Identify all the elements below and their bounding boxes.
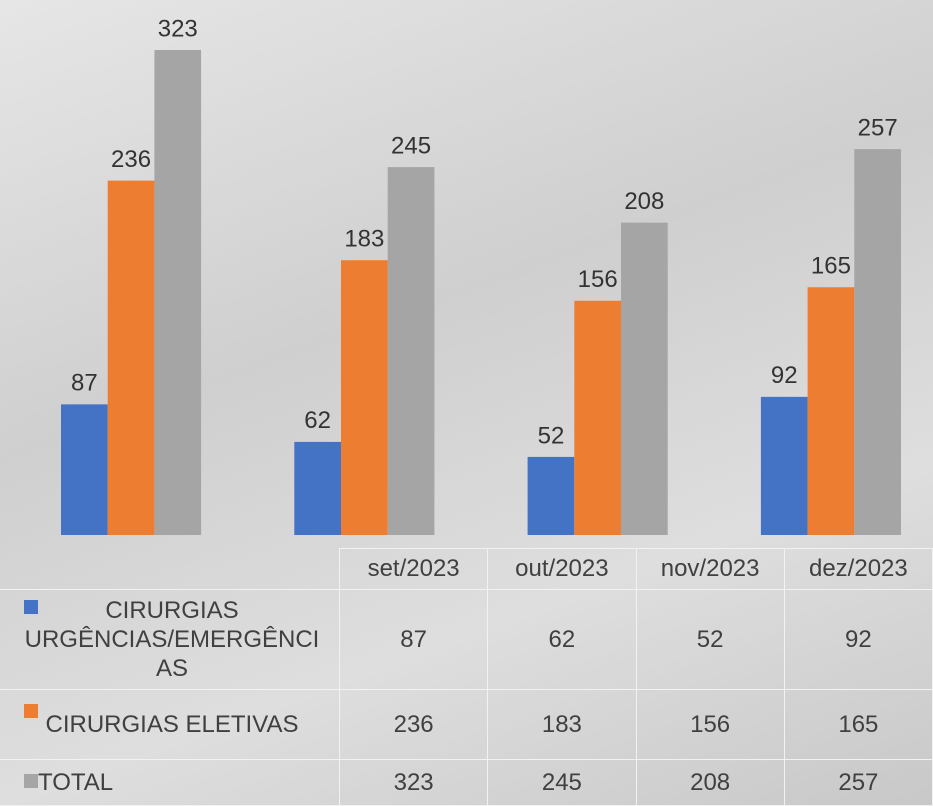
data-label: 52 xyxy=(538,422,565,449)
page: 87625292236183156165323245208257 set/202… xyxy=(0,0,933,806)
data-label: 92 xyxy=(771,362,798,389)
table-value: 92 xyxy=(785,590,933,690)
legend-key xyxy=(24,600,38,614)
bar xyxy=(61,404,108,535)
x-tick-label: set/2023 xyxy=(340,548,488,590)
bar xyxy=(294,442,341,535)
bar xyxy=(854,149,901,535)
table-value: 183 xyxy=(488,690,636,760)
data-label: 165 xyxy=(811,253,851,280)
bar xyxy=(761,397,808,535)
data-label: 62 xyxy=(304,407,331,434)
bar xyxy=(108,181,155,535)
table-value: 87 xyxy=(340,590,488,690)
table-value: 236 xyxy=(340,690,488,760)
bar xyxy=(341,260,388,535)
data-label: 183 xyxy=(344,226,384,253)
table-value: 208 xyxy=(637,760,785,806)
legend-entry: TOTAL xyxy=(0,760,340,806)
data-label: 323 xyxy=(158,15,198,42)
table-value: 156 xyxy=(637,690,785,760)
legend-entry: CIRURGIAS URGÊNCIAS/EMERGÊNCIAS xyxy=(0,590,340,690)
data-label: 236 xyxy=(111,146,151,173)
bar xyxy=(574,301,621,535)
data-label: 87 xyxy=(71,370,98,397)
data-label: 208 xyxy=(624,188,664,215)
legend-label: CIRURGIAS ELETIVAS xyxy=(22,710,322,739)
x-tick-label: dez/2023 xyxy=(785,548,933,590)
legend-label: CIRURGIAS URGÊNCIAS/EMERGÊNCIAS xyxy=(22,596,322,683)
table-value: 52 xyxy=(637,590,785,690)
data-label: 257 xyxy=(858,114,898,141)
x-tick-label: out/2023 xyxy=(488,548,636,590)
legend-key xyxy=(24,704,38,718)
legend-key xyxy=(24,774,38,788)
table-value: 245 xyxy=(488,760,636,806)
data-label: 245 xyxy=(391,132,431,159)
bar xyxy=(528,457,575,535)
legend-entry: CIRURGIAS ELETIVAS xyxy=(0,690,340,760)
bar xyxy=(388,167,435,535)
bar xyxy=(154,50,201,535)
table-corner xyxy=(0,548,340,590)
chart: 87 62 52 92 236 183 156 165 323 245 208 257 xyxy=(0,0,933,548)
table-value: 62 xyxy=(488,590,636,690)
legend-label: TOTAL xyxy=(22,768,335,797)
x-tick-label: nov/2023 xyxy=(637,548,785,590)
table-value: 165 xyxy=(785,690,933,760)
table-value: 257 xyxy=(785,760,933,806)
data-label: 156 xyxy=(578,266,618,293)
bar xyxy=(621,223,668,535)
table-value: 323 xyxy=(340,760,488,806)
bar xyxy=(808,287,855,535)
